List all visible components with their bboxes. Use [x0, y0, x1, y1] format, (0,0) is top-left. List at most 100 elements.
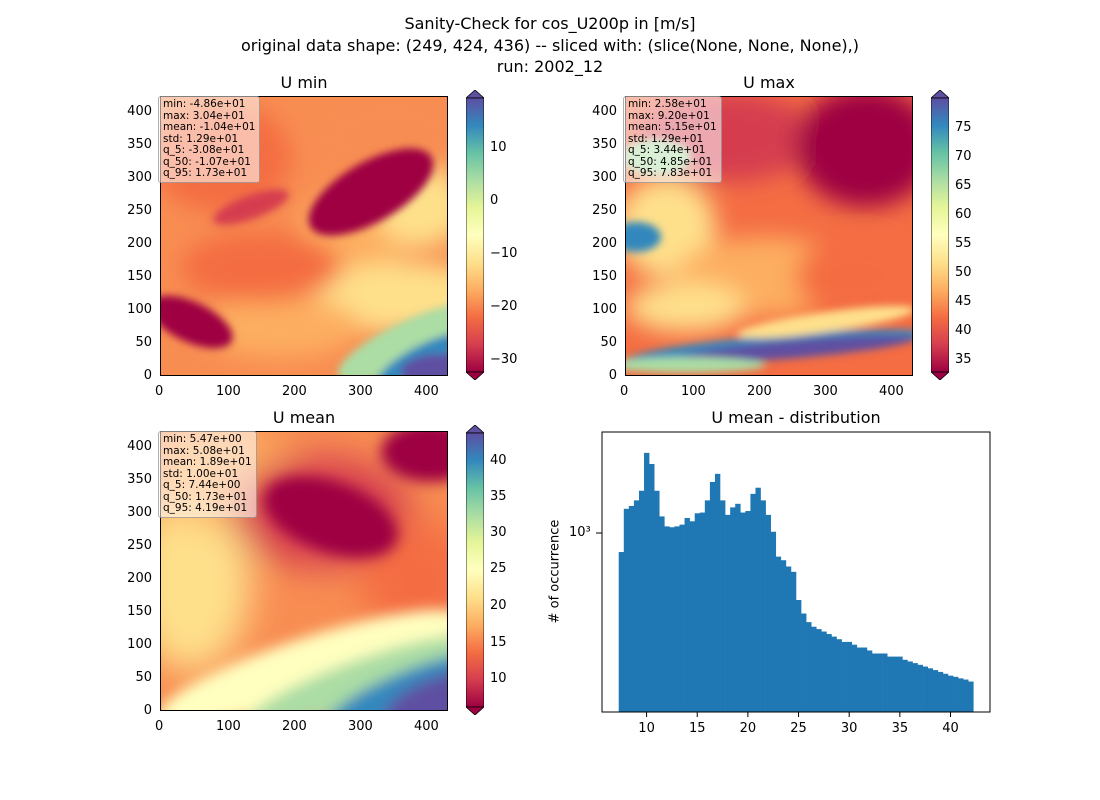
hist-plot: 10 15 20 25 30 35 40	[596, 431, 991, 736]
hist-xtick: 20	[740, 721, 757, 736]
hist-bar	[826, 634, 832, 712]
hist-xtick: 30	[841, 721, 858, 736]
umax-cbar-tick: 45	[955, 294, 972, 309]
umin-axes	[160, 96, 448, 376]
umin-stat: q_5: -3.08e+01	[163, 144, 245, 156]
umax-xtick: 300	[813, 384, 838, 399]
umean-axes	[160, 431, 448, 711]
umean-ytick: 250	[127, 538, 152, 553]
umean-stat: max: 5.08e+01	[163, 444, 245, 457]
umin-ytick: 150	[127, 269, 152, 284]
hist-bar	[709, 481, 716, 712]
hist-bar	[963, 679, 969, 712]
hist-bar	[745, 511, 751, 712]
umin-cbar-tick: −20	[490, 299, 518, 314]
umax-xtick: 0	[620, 384, 629, 399]
umax-stat: max: 9.20e+01	[628, 109, 710, 122]
hist-bar	[882, 653, 888, 712]
figure-title-line1: Sanity-Check for cos_U200p in [m/s]	[404, 14, 696, 33]
hist-xtick: 15	[689, 721, 706, 736]
hist-bar	[942, 673, 949, 712]
umin-ytick: 100	[127, 302, 152, 317]
figure-title-line2: original data shape: (249, 424, 436) -- …	[241, 36, 859, 55]
hist-bar	[760, 500, 766, 712]
hist-bar	[699, 512, 706, 712]
hist-bar	[816, 629, 822, 712]
hist-bar	[638, 490, 645, 712]
umax-cbar-tick: 60	[955, 207, 972, 222]
umean-stat: q_50: 1.73e+01	[163, 490, 248, 503]
hist-bar	[887, 656, 893, 712]
hist-bar	[790, 571, 797, 712]
hist-title: U mean - distribution	[711, 408, 881, 427]
figure-title-line3: run: 2002_12	[496, 57, 604, 76]
hist-xtick: 10	[638, 721, 655, 736]
hist-bar	[922, 666, 928, 712]
umax-colorbar	[931, 90, 949, 380]
umean-xtick: 300	[348, 719, 373, 734]
umean-ytick: 150	[127, 604, 152, 619]
hist-bar	[806, 622, 812, 712]
umax-cbar-tick: 55	[955, 236, 972, 251]
umin-xtick: 200	[282, 384, 307, 399]
umin-colorbar	[466, 90, 484, 380]
umin-stats-box: min: -4.86e+01 max: 3.04e+01 mean: -1.04…	[158, 96, 261, 183]
hist-bar	[664, 526, 670, 712]
umin-stat: q_95: 1.73e+01	[163, 167, 248, 179]
umean-ytick: 200	[127, 571, 152, 586]
umean-cbar-tick: 20	[490, 598, 507, 613]
umin-ytick: 0	[143, 368, 152, 383]
umax-cbar-tick: 70	[955, 149, 972, 164]
umin-cbar-tick: 0	[490, 193, 499, 208]
umin-xtick: 400	[414, 384, 439, 399]
umean-heatmap	[161, 432, 447, 710]
hist-bar	[750, 493, 756, 712]
hist-bar	[953, 676, 959, 712]
umin-stat: min: -4.86e+01	[163, 98, 246, 110]
umean-stat: q_5: 7.44e+00	[163, 479, 241, 491]
umax-stat: q_50: 4.85e+01	[628, 155, 713, 168]
hist-bar	[831, 636, 837, 712]
hist-bar	[618, 552, 625, 712]
umean-xtick: 400	[414, 719, 439, 734]
umin-ytick: 300	[127, 170, 152, 185]
umean-cbar-tick: 15	[490, 635, 507, 650]
umean-ytick: 0	[143, 703, 152, 718]
umin-ytick: 250	[127, 203, 152, 218]
hist-bar	[740, 512, 746, 712]
hist-bar	[801, 613, 807, 712]
umean-xtick: 100	[216, 719, 241, 734]
umin-xtick: 0	[155, 384, 164, 399]
umax-cbar-tick: 75	[955, 120, 972, 135]
umax-ytick: 100	[592, 302, 617, 317]
umax-stat: min: 2.58e+01	[628, 98, 707, 110]
umax-ytick: 150	[592, 269, 617, 284]
hist-bar	[851, 644, 858, 712]
hist-bar	[866, 650, 873, 712]
umax-ytick: 0	[608, 368, 617, 383]
hist-frame	[601, 431, 991, 713]
umax-stat: std: 1.29e+01	[628, 132, 704, 145]
hist-bar	[674, 526, 680, 712]
umean-cbar-tick: 30	[490, 525, 507, 540]
umean-cbar-tick: 40	[490, 453, 507, 468]
umax-ytick: 300	[592, 170, 617, 185]
hist-bar	[684, 518, 690, 712]
hist-bar	[649, 463, 655, 712]
hist-bar	[628, 505, 635, 712]
umin-cbar-tick: −30	[490, 352, 518, 367]
hist-bar	[836, 639, 842, 712]
hist-bar	[821, 631, 827, 712]
hist-bar	[770, 531, 777, 712]
hist-bar	[902, 659, 908, 712]
umean-xtick: 0	[155, 719, 164, 734]
hist-bar	[796, 600, 802, 712]
umin-stat: max: 3.04e+01	[163, 109, 245, 122]
hist-bar	[917, 664, 923, 712]
hist-bar	[780, 560, 787, 712]
umin-cbar-tick: 10	[490, 140, 507, 155]
hist-bar	[725, 514, 731, 712]
umean-title: U mean	[272, 408, 336, 427]
hist-bar	[846, 641, 853, 712]
hist-bar	[654, 490, 660, 712]
